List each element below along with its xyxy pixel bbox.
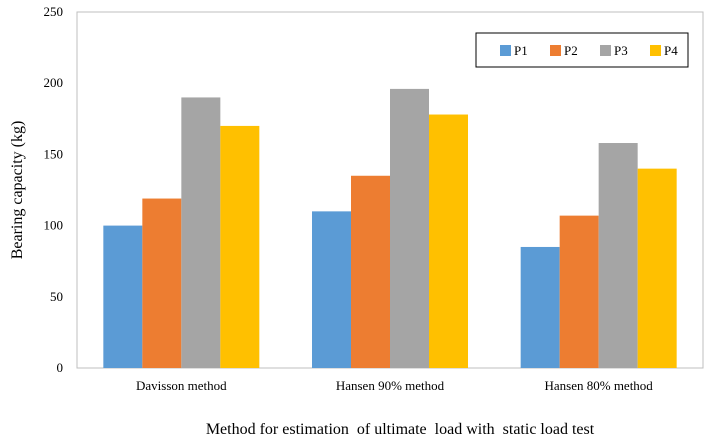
bar-p4-3 <box>637 168 677 368</box>
y-tick-label: 200 <box>44 75 64 90</box>
bar-p4-2 <box>429 114 468 368</box>
bar-p3-1 <box>181 97 221 368</box>
bar-p2-3 <box>559 215 599 368</box>
y-tick-label: 100 <box>44 218 64 233</box>
bar-p2-2 <box>351 175 390 368</box>
bar-p1-1 <box>103 225 143 368</box>
legend-label-p2: P2 <box>564 43 578 58</box>
bar-p3-3 <box>598 143 638 368</box>
y-tick-label: 250 <box>44 4 64 19</box>
bars <box>103 88 677 369</box>
y-tick-label: 50 <box>50 289 63 304</box>
bar-p1-3 <box>520 246 560 368</box>
legend-label-p4: P4 <box>664 43 678 58</box>
legend-swatch-p2 <box>550 45 561 56</box>
bar-p1-2 <box>312 211 351 368</box>
x-tick-label: Davisson method <box>136 378 227 393</box>
legend-label-p1: P1 <box>514 43 528 58</box>
bar-p3-2 <box>390 88 429 369</box>
y-tick-label: 150 <box>44 146 64 161</box>
x-tick-label: Hansen 90% method <box>336 378 445 393</box>
bar-p4-1 <box>220 125 260 368</box>
x-tick-label: Hansen 80% method <box>545 378 654 393</box>
y-axis-ticks: 0 50 100 150 200 250 <box>44 4 64 375</box>
legend-label-p3: P3 <box>614 43 628 58</box>
legend: P1 P2 P3 P4 <box>475 32 689 68</box>
x-axis-ticks: Davisson method Hansen 90% method Hansen 8… <box>136 378 653 393</box>
legend-swatch-p3 <box>600 45 611 56</box>
legend-swatch-p1 <box>500 45 511 56</box>
bar-p2-1 <box>142 198 182 368</box>
legend-swatch-p4 <box>650 45 661 56</box>
y-tick-label: 0 <box>57 360 64 375</box>
x-axis-title: Method for estimation of ultimate load w… <box>206 421 595 438</box>
y-axis-title: Bearing capacity (kg) <box>9 121 26 260</box>
